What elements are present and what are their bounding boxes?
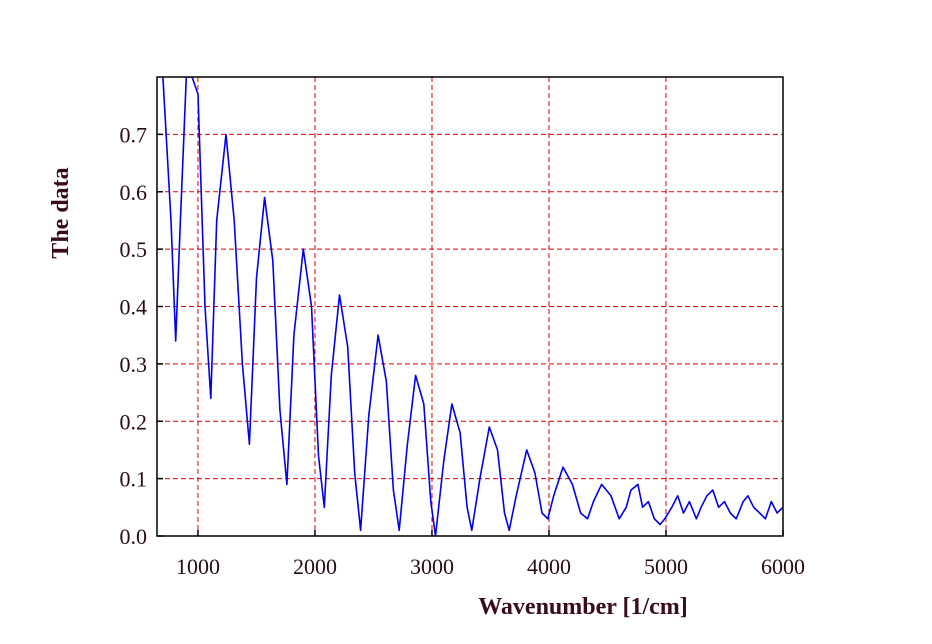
y-tick-label: 0.2 bbox=[120, 409, 148, 434]
y-axis-label: The data bbox=[48, 167, 74, 258]
y-tick-label: 0.7 bbox=[120, 122, 148, 147]
x-tick-label: 6000 bbox=[761, 554, 805, 579]
y-tick-label: 0.5 bbox=[120, 237, 148, 262]
y-tick-labels: 0.0 0.1 0.2 0.3 0.4 0.5 0.6 0.7 bbox=[120, 122, 148, 549]
series-line bbox=[162, 77, 783, 536]
x-tick-label: 2000 bbox=[293, 554, 337, 579]
grid bbox=[157, 77, 783, 536]
x-tick-labels: 1000 2000 3000 4000 5000 6000 bbox=[176, 554, 805, 579]
x-axis-label: Wavenumber [1/cm] bbox=[478, 594, 688, 620]
x-tick-label: 4000 bbox=[527, 554, 571, 579]
axis-ticks bbox=[157, 133, 784, 537]
x-tick-label: 5000 bbox=[644, 554, 688, 579]
plot-frame bbox=[156, 76, 784, 537]
x-tick-label: 3000 bbox=[410, 554, 454, 579]
y-tick-label: 0.0 bbox=[120, 524, 148, 549]
y-tick-label: 0.6 bbox=[120, 180, 148, 205]
y-tick-label: 0.3 bbox=[120, 352, 148, 377]
x-tick-label: 1000 bbox=[176, 554, 220, 579]
series-layer bbox=[162, 77, 783, 536]
y-tick-label: 0.1 bbox=[120, 467, 148, 492]
y-tick-label: 0.4 bbox=[120, 295, 148, 320]
